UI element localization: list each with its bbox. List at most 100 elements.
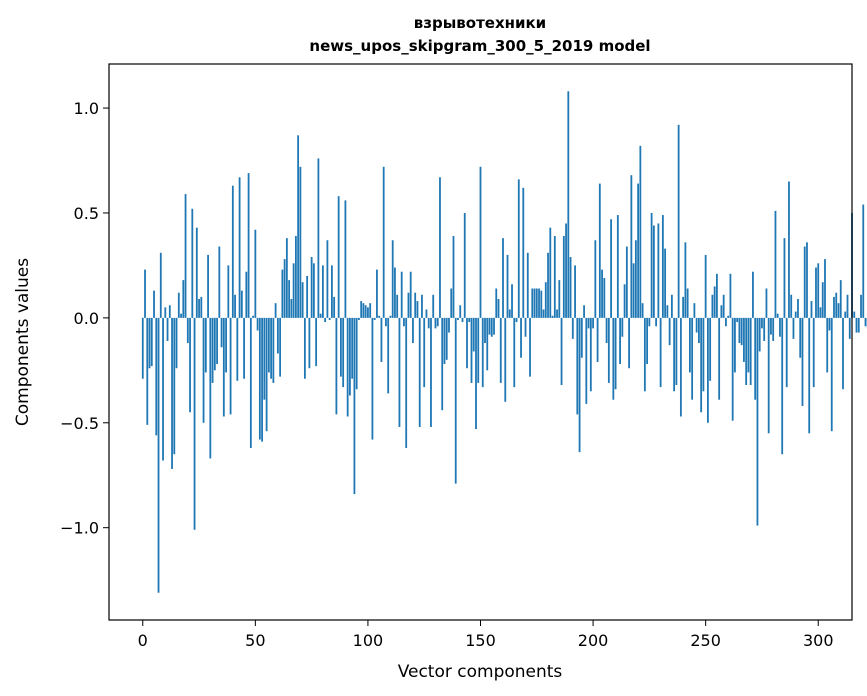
bar-component-109 <box>387 317 390 394</box>
bar-component-118 <box>407 292 410 318</box>
bar-component-115 <box>400 271 403 318</box>
bar-component-215 <box>625 246 628 318</box>
bar-component-285 <box>783 238 786 318</box>
bar-component-113 <box>396 294 399 318</box>
bar-component-146 <box>470 317 473 383</box>
bar-component-169 <box>522 187 525 318</box>
bar-component-132 <box>439 177 441 318</box>
bar-component-11 <box>166 317 169 341</box>
bar-component-152 <box>484 317 486 344</box>
bar-component-256 <box>718 317 721 400</box>
bar-component-292 <box>799 317 802 358</box>
bar-component-162 <box>506 254 509 318</box>
bar-component-51 <box>256 317 259 331</box>
bar-component-98 <box>362 303 365 318</box>
bar-component-34 <box>218 246 221 318</box>
bar-component-80 <box>321 265 324 318</box>
bar-component-202 <box>596 317 599 362</box>
bar-component-21 <box>189 317 191 413</box>
bar-component-127 <box>427 317 430 329</box>
x-ticks-group: 0 50 100 150 200 250 300 <box>138 620 834 650</box>
bar-component-278 <box>767 317 770 434</box>
bar-component-151 <box>481 317 484 388</box>
bars-group <box>141 91 867 593</box>
bar-component-18 <box>182 280 185 318</box>
bar-component-269 <box>747 317 750 373</box>
bar-component-91 <box>346 317 349 417</box>
bar-component-141 <box>459 305 462 318</box>
bar-component-126 <box>425 309 428 318</box>
bar-component-177 <box>540 290 543 318</box>
bar-component-71 <box>301 282 304 318</box>
plot-frame <box>108 63 853 621</box>
bar-component-32 <box>213 317 216 371</box>
bar-component-164 <box>511 284 513 318</box>
bar-component-227 <box>652 225 655 318</box>
bar-component-147 <box>472 317 475 352</box>
bar-component-137 <box>450 288 453 318</box>
bar-component-83 <box>328 317 331 320</box>
bar-component-134 <box>443 317 446 365</box>
bar-component-36 <box>222 317 225 417</box>
bar-component-50 <box>254 229 257 318</box>
bar-component-295 <box>806 242 808 318</box>
bar-component-222 <box>641 303 644 318</box>
bar-component-257 <box>720 305 723 318</box>
bar-component-210 <box>614 317 617 390</box>
bar-component-26 <box>200 296 203 318</box>
bar-component-268 <box>745 317 748 386</box>
bar-component-61 <box>279 317 282 377</box>
bar-component-70 <box>299 166 302 318</box>
bar-component-311 <box>842 317 844 390</box>
bar-component-159 <box>499 317 502 383</box>
bar-component-94 <box>353 317 356 495</box>
bar-component-232 <box>664 248 667 318</box>
bar-component-198 <box>587 317 590 329</box>
bar-component-173 <box>531 288 534 318</box>
bar-component-53 <box>261 317 263 442</box>
bar-component-199 <box>589 317 592 392</box>
bar-component-239 <box>679 317 682 417</box>
bar-component-48 <box>249 317 252 448</box>
bar-component-233 <box>666 305 669 318</box>
bar-component-135 <box>445 317 448 360</box>
bar-component-219 <box>634 240 637 318</box>
bar-component-41 <box>234 294 236 318</box>
bar-component-244 <box>691 317 694 400</box>
bar-component-168 <box>520 317 522 358</box>
bar-component-96 <box>358 317 360 320</box>
bar-component-27 <box>202 317 205 423</box>
bar-component-47 <box>247 173 250 318</box>
bar-component-308 <box>835 292 838 318</box>
bar-component-86 <box>335 317 338 415</box>
bar-component-69 <box>297 135 300 318</box>
x-tick-label: 150 <box>465 631 496 650</box>
bar-component-317 <box>855 317 858 333</box>
bar-component-99 <box>364 305 367 318</box>
bar-component-45 <box>243 317 245 379</box>
bar-component-79 <box>319 313 322 318</box>
bar-component-13 <box>171 317 173 469</box>
bar-component-316 <box>853 311 856 318</box>
bar-component-44 <box>240 290 243 318</box>
bar-component-92 <box>349 317 351 396</box>
bar-component-307 <box>833 296 835 318</box>
bar-component-119 <box>409 271 412 318</box>
bar-component-193 <box>576 317 579 415</box>
bar-component-160 <box>502 238 504 318</box>
bar-component-276 <box>763 317 766 341</box>
bar-component-39 <box>229 317 232 415</box>
bar-component-224 <box>646 317 649 365</box>
bar-component-220 <box>637 183 640 318</box>
bar-component-19 <box>184 194 187 318</box>
bar-component-201 <box>594 240 597 318</box>
bar-component-106 <box>380 317 383 362</box>
bar-component-310 <box>839 280 842 318</box>
bar-component-272 <box>754 317 757 400</box>
bar-component-195 <box>580 317 583 358</box>
bar-component-200 <box>592 317 594 329</box>
bar-component-165 <box>513 317 516 388</box>
bar-component-105 <box>378 315 381 318</box>
bar-component-238 <box>677 124 680 318</box>
bar-component-154 <box>488 317 491 335</box>
